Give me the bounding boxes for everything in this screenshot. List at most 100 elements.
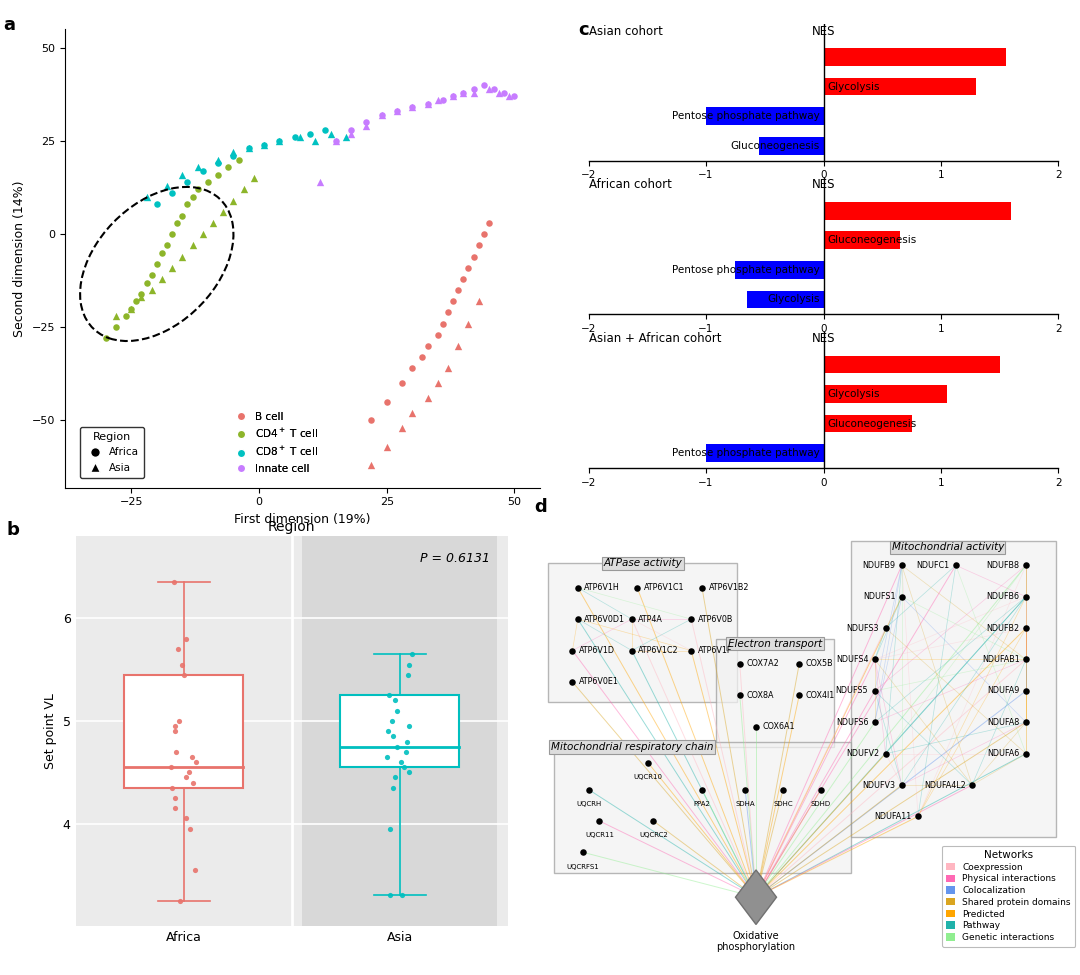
Point (866, 683, 883, 699)
Point (397, 744, 415, 760)
Point (505, 89, 523, 104)
Text: Asian + African cohort: Asian + African cohort (589, 332, 721, 345)
Point (404, 99, 421, 115)
Point (485, 81, 502, 97)
Point (791, 687, 808, 703)
Text: UQCRC2: UQCRC2 (639, 832, 667, 838)
Text: ATP4A: ATP4A (638, 614, 663, 624)
Point (123, 301, 140, 317)
Point (963, 777, 981, 793)
Point (731, 687, 748, 703)
Text: ATPase activity: ATPase activity (604, 558, 681, 568)
Point (455, 85, 472, 100)
Point (316, 122, 334, 137)
Text: NDUFAB1: NDUFAB1 (982, 655, 1020, 664)
Point (363, 412, 380, 428)
Text: d: d (535, 498, 548, 516)
Point (286, 130, 303, 145)
Bar (824, 48, 1005, 66)
Legend: B cell, CD4$^+$ T cell, CD8$^+$ T cell, Innate cell: B cell, CD4$^+$ T cell, CD8$^+$ T cell, … (227, 408, 322, 478)
Point (215, 204, 232, 219)
Point (256, 136, 273, 152)
Point (434, 316, 451, 332)
Text: ATP6V1B2: ATP6V1B2 (708, 583, 750, 592)
Point (893, 777, 910, 793)
Point (455, 271, 472, 287)
Point (388, 739, 405, 755)
Point (747, 719, 765, 734)
Point (189, 159, 206, 175)
Point (1017, 746, 1035, 761)
Point (496, 85, 513, 100)
Point (490, 85, 508, 100)
Text: NDUFA4L2: NDUFA4L2 (923, 781, 966, 790)
Text: NDUFV3: NDUFV3 (862, 781, 895, 790)
Point (434, 93, 451, 108)
Point (564, 674, 581, 689)
Point (381, 887, 399, 903)
Point (181, 821, 199, 837)
FancyBboxPatch shape (549, 563, 737, 702)
Point (384, 780, 402, 796)
Point (148, 256, 165, 272)
Point (163, 780, 180, 796)
Text: Pentose phosphate pathway: Pentose phosphate pathway (672, 111, 820, 121)
Point (172, 893, 189, 909)
Point (174, 249, 191, 264)
Point (163, 226, 180, 242)
Point (580, 782, 597, 798)
Point (440, 361, 457, 376)
Point (379, 723, 396, 739)
Bar (824, 78, 976, 96)
Point (575, 844, 592, 860)
Text: NDUFS6: NDUFS6 (836, 718, 868, 726)
Text: Glycolysis: Glycolysis (827, 82, 879, 92)
Text: NDUFB2: NDUFB2 (986, 624, 1020, 633)
Point (404, 361, 421, 376)
Point (189, 181, 206, 197)
Text: c: c (578, 21, 589, 39)
Point (389, 103, 406, 119)
Point (401, 719, 418, 734)
Text: African cohort: African cohort (589, 178, 672, 191)
FancyBboxPatch shape (554, 743, 851, 873)
Point (176, 667, 193, 682)
Point (693, 782, 711, 798)
FancyBboxPatch shape (715, 640, 834, 747)
Point (235, 181, 253, 197)
Text: COX7A2: COX7A2 (746, 659, 779, 669)
Point (138, 189, 156, 205)
Bar (735, 261, 824, 279)
Point (342, 126, 360, 141)
Point (380, 687, 397, 703)
Point (210, 167, 227, 182)
Text: Oxidative
phosphorylation: Oxidative phosphorylation (716, 931, 796, 953)
Point (445, 293, 462, 309)
Point (460, 260, 477, 276)
Text: PPA2: PPA2 (693, 800, 711, 806)
Point (153, 271, 171, 287)
Text: SDHD: SDHD (811, 800, 831, 806)
Point (470, 293, 487, 309)
Text: Glycolysis: Glycolysis (768, 294, 820, 304)
X-axis label: First dimension (19%): First dimension (19%) (234, 513, 370, 526)
Point (373, 107, 390, 123)
Point (693, 580, 711, 596)
Point (245, 171, 262, 186)
Text: COX5B: COX5B (806, 659, 834, 669)
Point (97, 331, 114, 346)
Point (947, 558, 964, 573)
Point (470, 238, 487, 254)
Text: UQCRH: UQCRH (576, 800, 602, 806)
Point (381, 821, 399, 837)
Point (404, 406, 421, 421)
Legend: Coexpression, Physical interactions, Colocalization, Shared protein domains, Pre: Coexpression, Physical interactions, Col… (942, 845, 1076, 947)
Point (378, 439, 395, 454)
Bar (124, 675, 243, 788)
Text: OXPHOS: OXPHOS (827, 52, 870, 62)
Point (179, 197, 197, 213)
Point (1017, 683, 1035, 699)
Point (464, 249, 482, 264)
Point (731, 656, 748, 672)
Point (133, 290, 150, 305)
